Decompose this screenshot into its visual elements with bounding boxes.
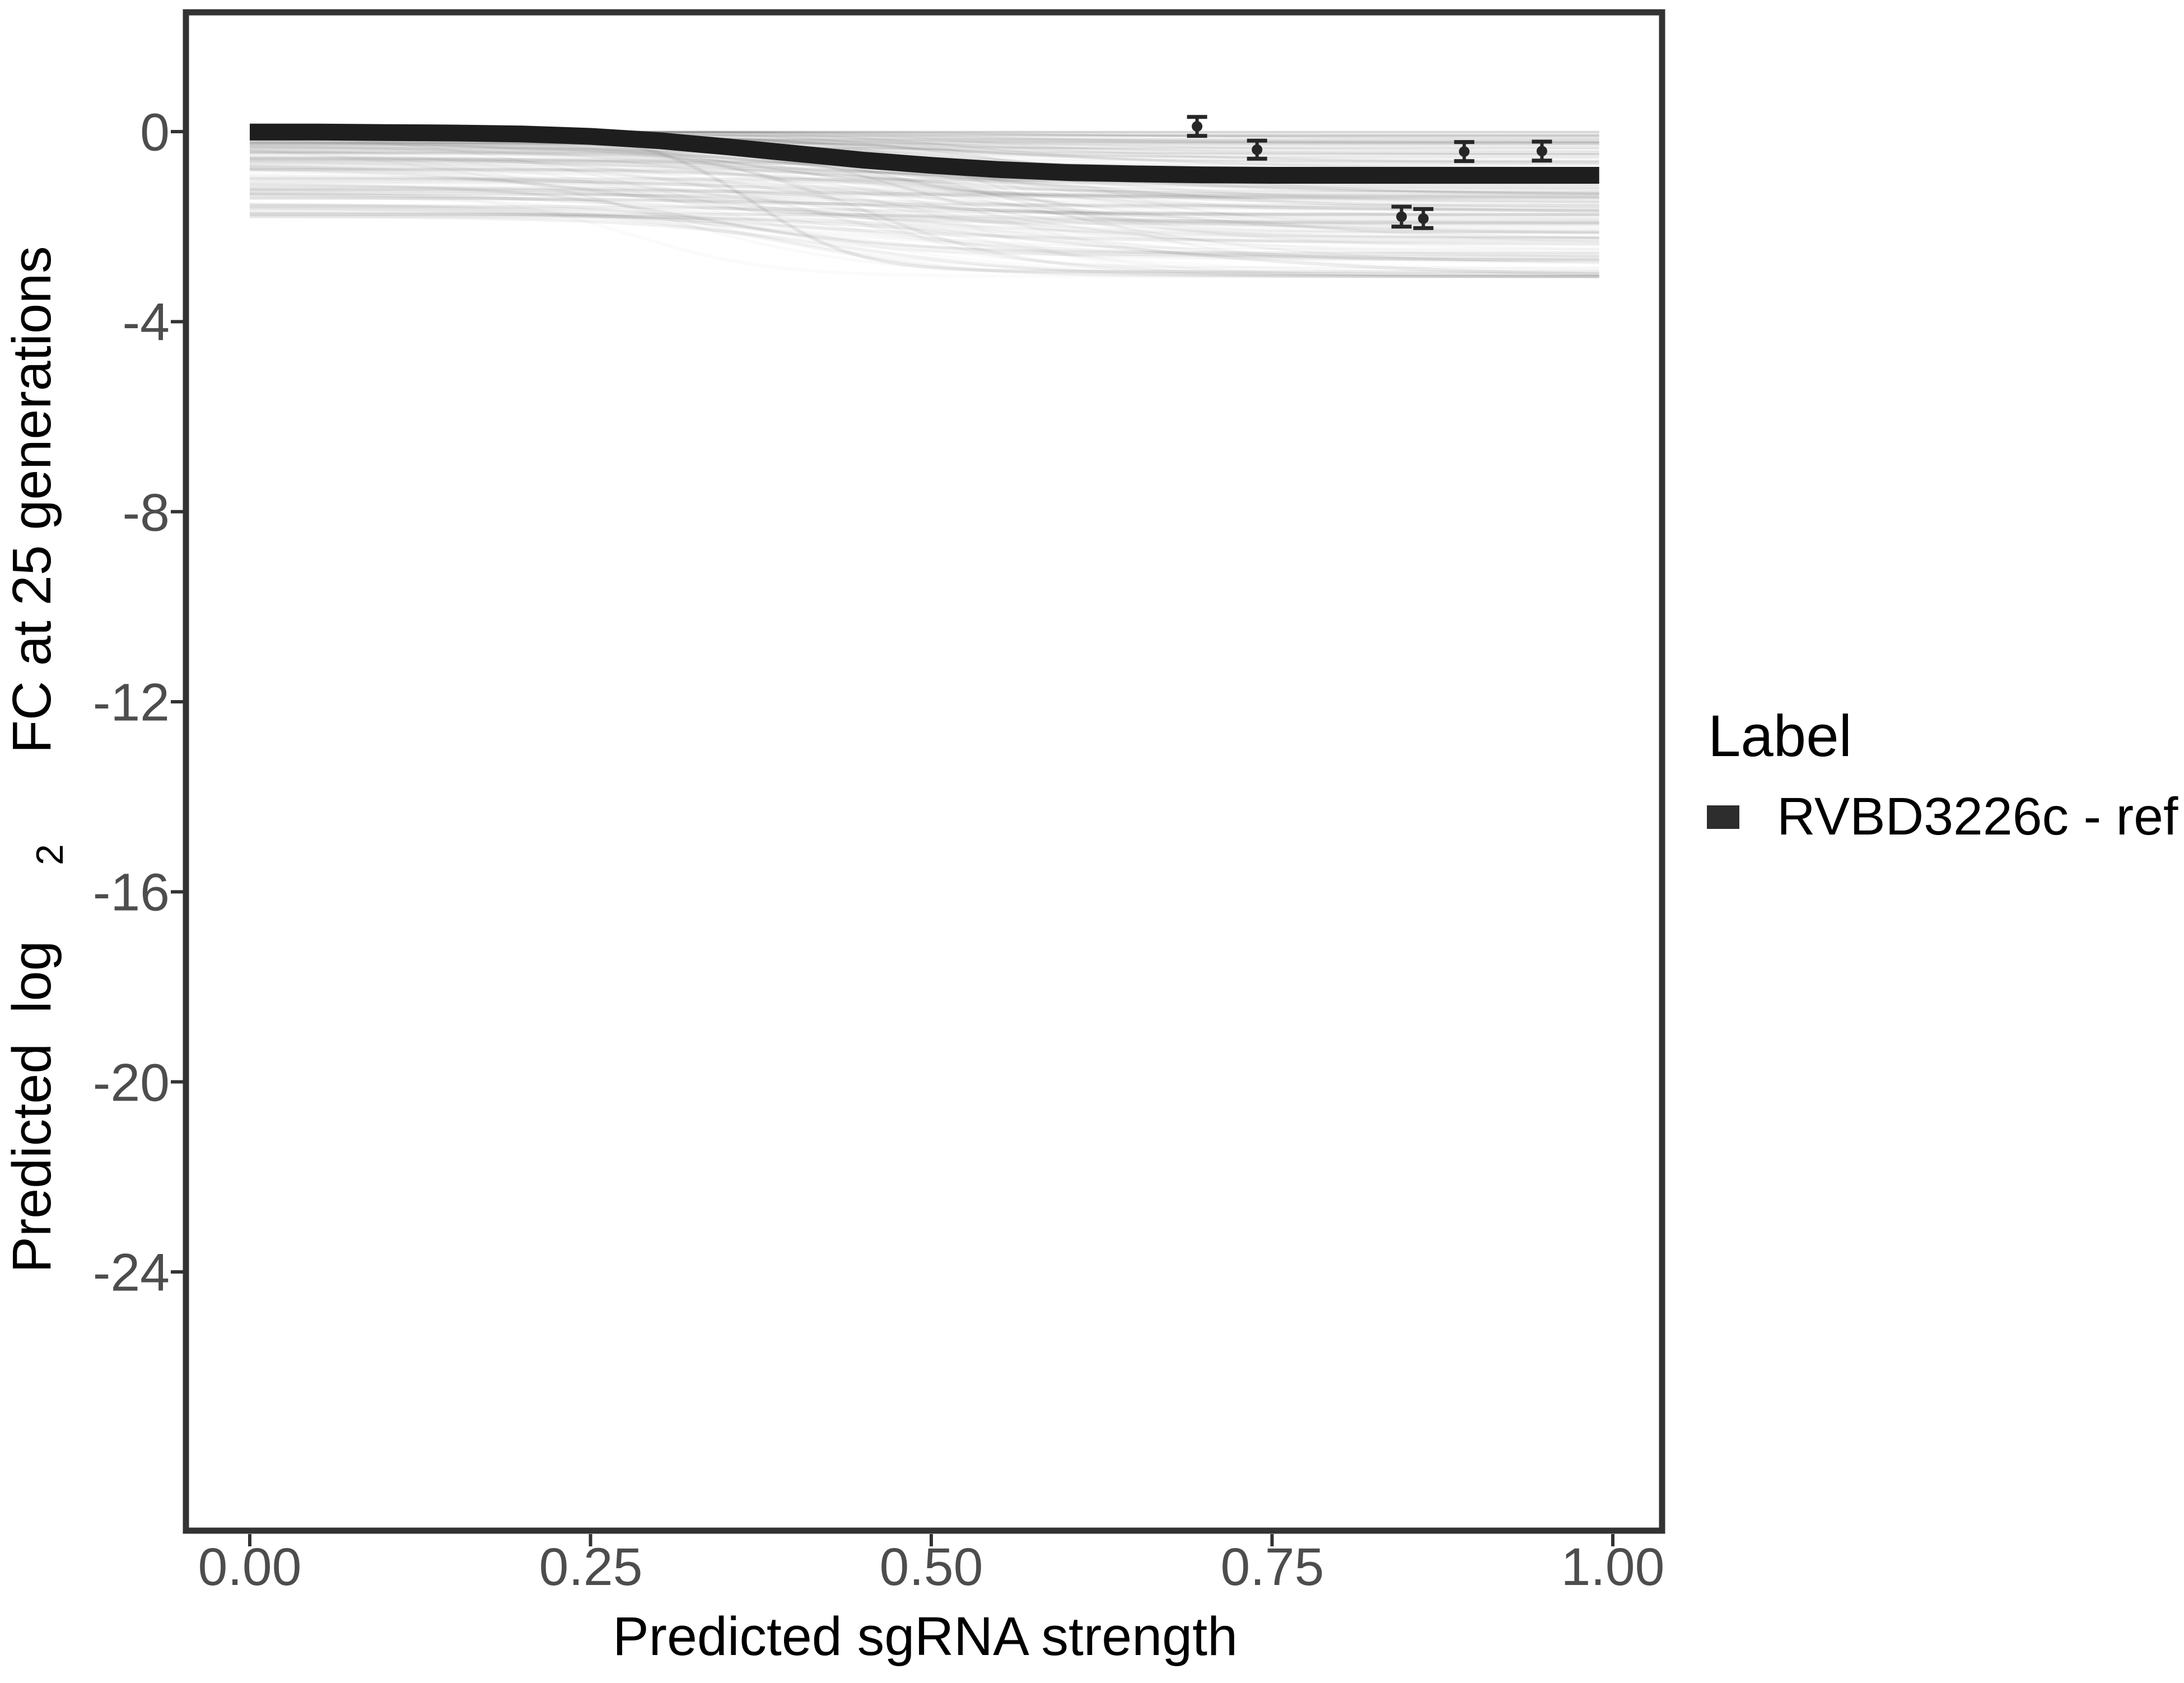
legend: Label RVBD3226c - ref [1707,703,2178,846]
x-axis-title: Predicted sgRNA strength [613,1606,1238,1667]
legend-entry-label: RVBD3226c - ref [1777,787,2178,846]
error-bar-point [1459,146,1469,157]
legend-key-swatch [1707,805,1739,829]
x-tick-label: 1.00 [1561,1537,1665,1597]
x-tick-label: 0.50 [880,1537,983,1597]
error-bar-point [1418,213,1429,224]
error-bar-point [1192,121,1202,132]
y-axis-title-subscript: 2 [29,844,71,865]
x-tick-label: 0.25 [539,1537,643,1597]
y-tick-label: -24 [93,1243,170,1302]
y-tick-label: -8 [123,483,170,542]
y-tick-label: -4 [123,292,170,352]
y-axis-title: Predicted log 2 FC at 25 generations [1,201,74,1349]
y-tick-label: 0 [140,102,170,162]
y-tick-label: -12 [93,673,170,732]
x-tick-label: 0.75 [1221,1537,1324,1597]
y-axis-tick-labels: 0 -4 -8 -12 -16 -20 -24 [93,102,170,1302]
x-axis-tick-labels: 0.00 0.25 0.50 0.75 1.00 [198,1537,1665,1597]
error-bar-point [1396,211,1407,222]
y-tick-label: -20 [93,1053,170,1112]
y-axis-title-pre: Predicted log [1,941,62,1273]
y-axis-title-post: FC at 25 generations [1,246,62,768]
error-bar-point [1537,146,1547,156]
x-tick-label: 0.00 [198,1537,302,1597]
legend-title: Label [1708,703,1852,769]
error-bar-point [1252,144,1262,155]
y-tick-label: -16 [93,863,170,922]
